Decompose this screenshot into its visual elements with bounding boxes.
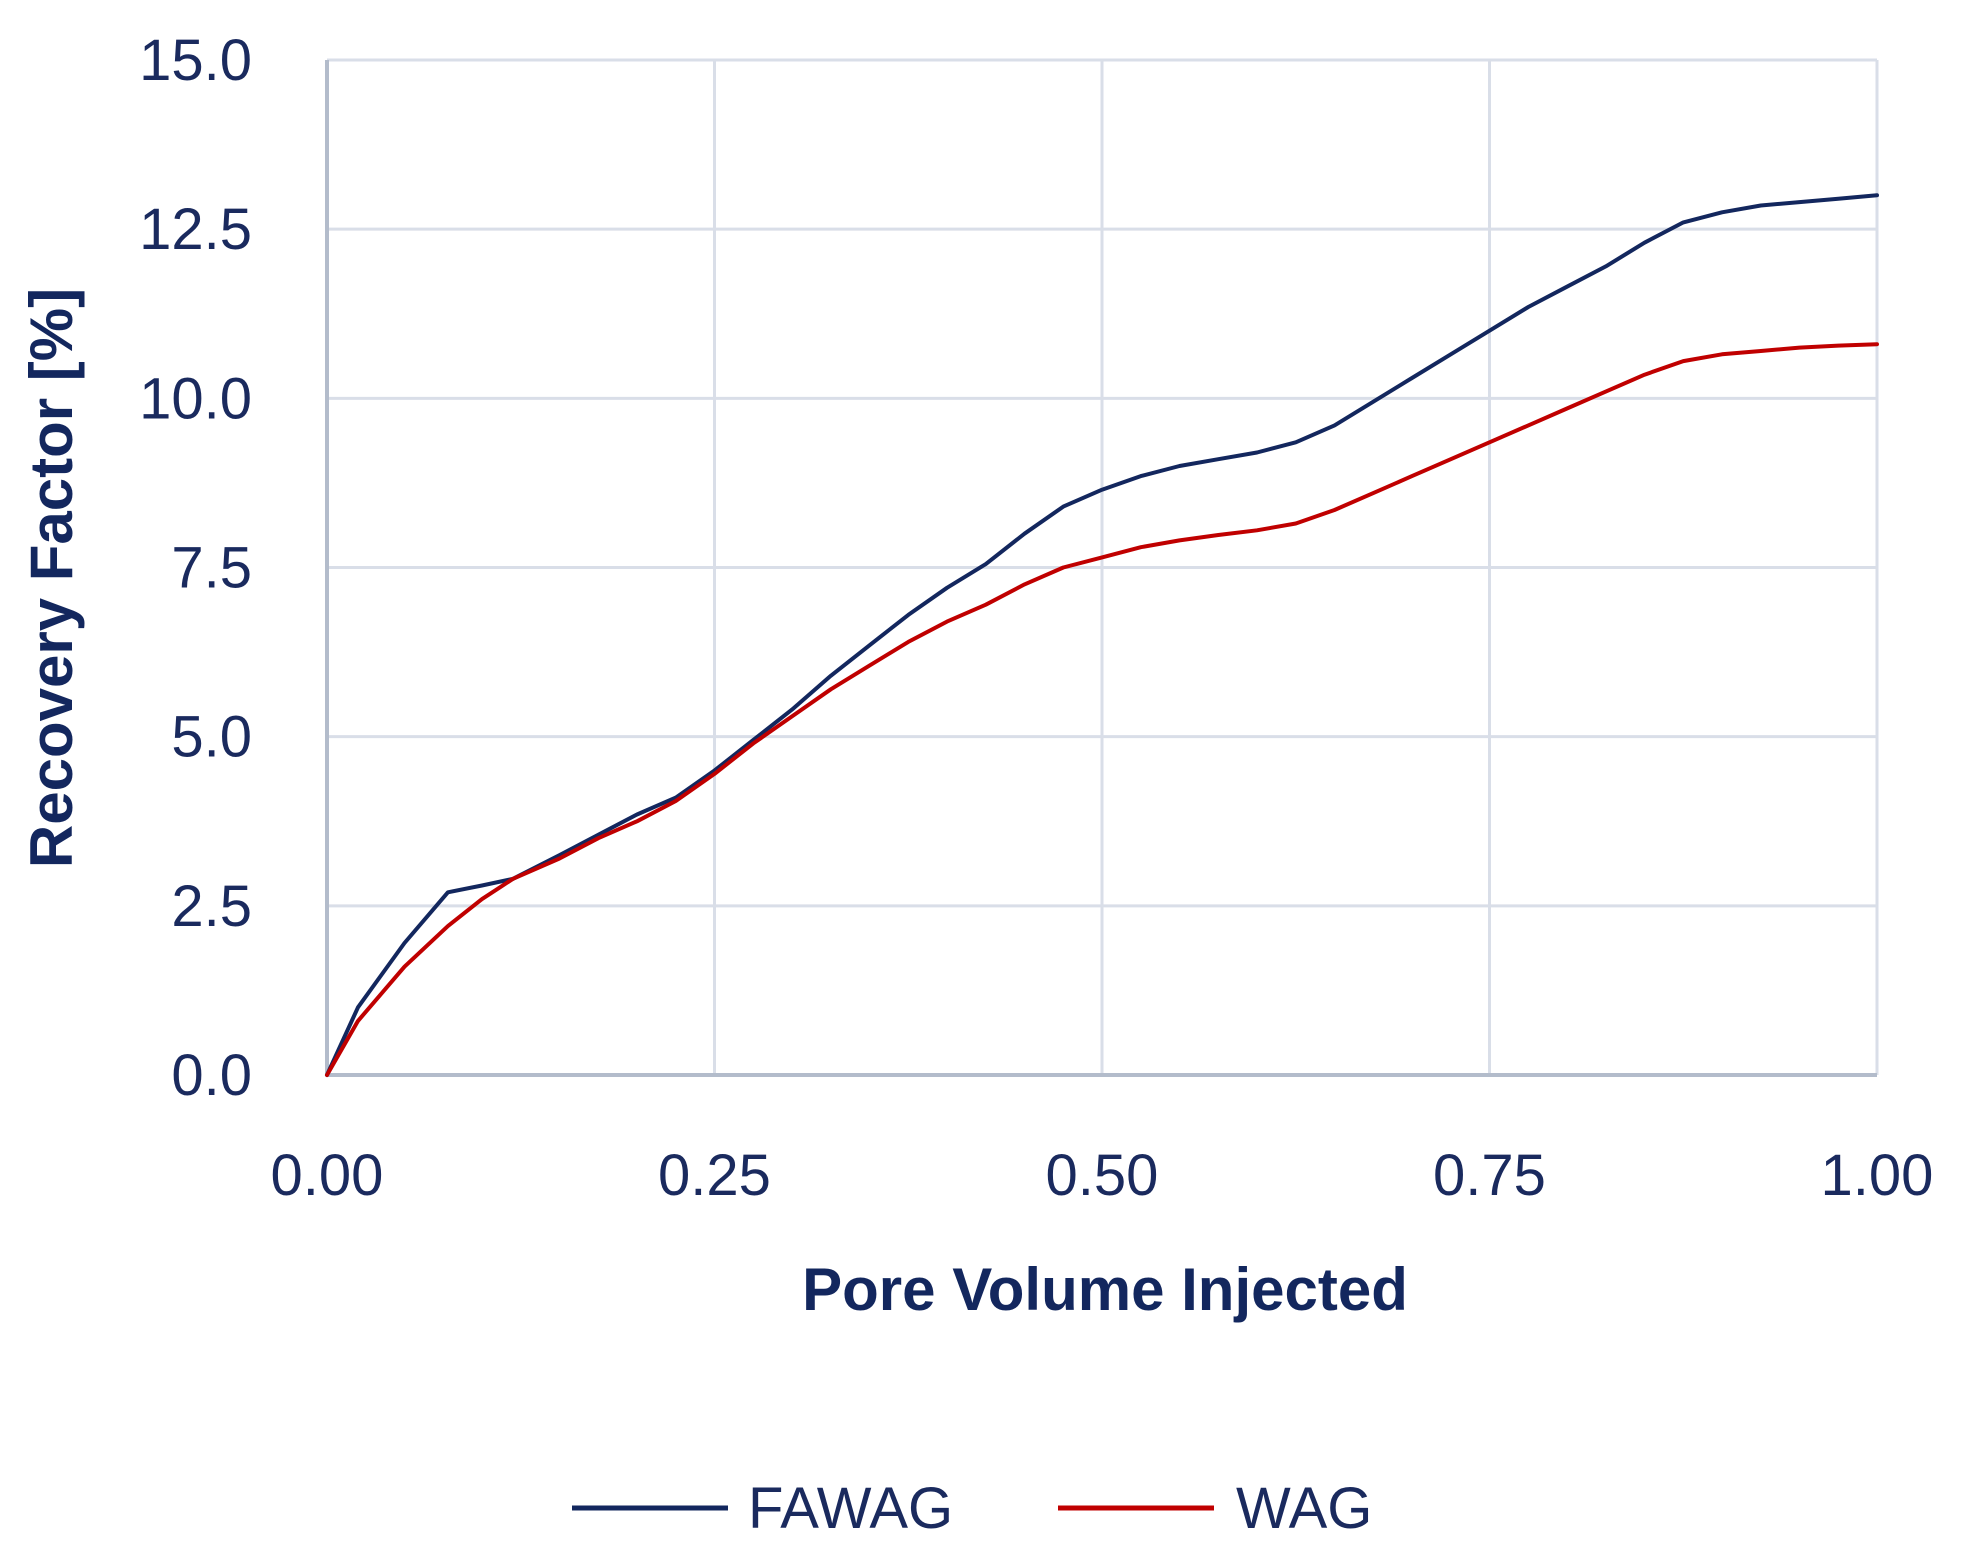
y-tick-labels: 0.0 2.5 5.0 7.5 10.0 12.5 15.0: [139, 28, 252, 1108]
y-tick-label: 5.0: [171, 705, 252, 770]
series-layer: [325, 193, 1879, 1077]
series-line-fawag: [325, 193, 1879, 1077]
y-tick-label: 0.0: [171, 1043, 252, 1108]
y-tick-label: 15.0: [139, 28, 252, 93]
y-tick-label: 12.5: [139, 197, 252, 262]
x-tick-label: 0.75: [1433, 1143, 1546, 1208]
y-tick-label: 2.5: [171, 874, 252, 939]
legend: FAWAG WAG: [572, 1476, 1372, 1541]
y-axis-title: Recovery Factor [%]: [18, 288, 85, 868]
x-tick-label: 0.50: [1046, 1143, 1159, 1208]
y-tick-label: 7.5: [171, 536, 252, 601]
legend-label-fawag: FAWAG: [748, 1476, 953, 1541]
x-tick-labels: 0.00 0.25 0.50 0.75 1.00: [271, 1143, 1934, 1208]
grid-layer: [327, 58, 1879, 1075]
series-line-wag: [325, 342, 1879, 1077]
x-axis-title: Pore Volume Injected: [802, 1256, 1408, 1323]
x-tick-label: 0.25: [658, 1143, 771, 1208]
x-tick-label: 0.00: [271, 1143, 384, 1208]
x-tick-label: 1.00: [1821, 1143, 1934, 1208]
y-tick-label: 10.0: [139, 366, 252, 431]
axes: [325, 60, 1877, 1077]
legend-label-wag: WAG: [1236, 1476, 1372, 1541]
